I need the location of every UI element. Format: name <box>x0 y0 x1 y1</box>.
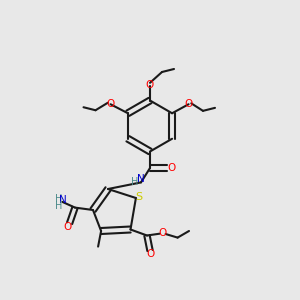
Text: H: H <box>55 194 62 205</box>
Text: H: H <box>55 201 62 212</box>
Text: O: O <box>146 80 154 91</box>
Text: O: O <box>184 99 193 109</box>
Text: O: O <box>106 99 115 109</box>
Text: O: O <box>168 163 176 173</box>
Text: N: N <box>59 195 67 206</box>
Text: O: O <box>63 222 71 232</box>
Text: O: O <box>158 228 167 238</box>
Text: N: N <box>137 174 145 184</box>
Text: H: H <box>131 177 138 187</box>
Text: S: S <box>135 192 142 202</box>
Text: O: O <box>147 249 155 259</box>
